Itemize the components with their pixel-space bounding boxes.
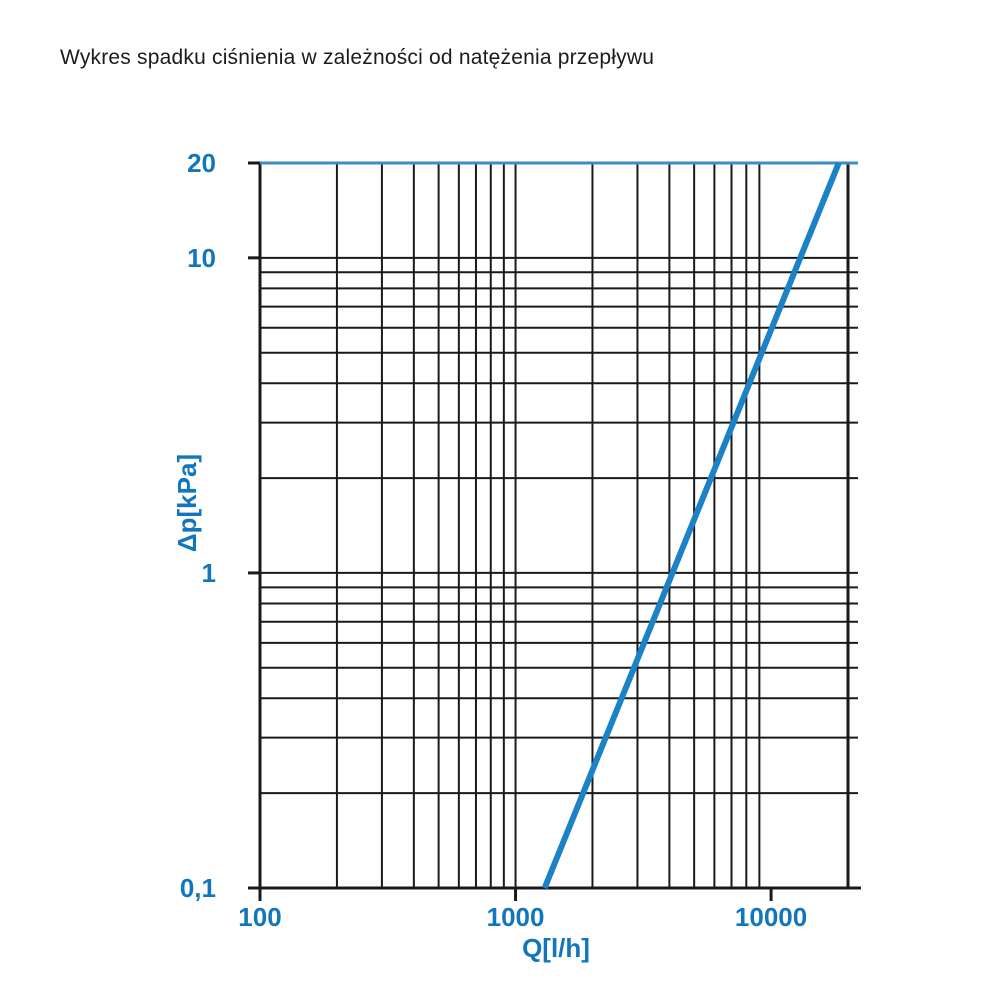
- x-tick-label: 100: [238, 902, 281, 932]
- y-tick-label: 1: [202, 558, 216, 588]
- y-tick-label: 20: [187, 148, 216, 178]
- y-tick-label: 10: [187, 243, 216, 273]
- chart-title: Wykres spadku ciśnienia w zależności od …: [60, 46, 655, 69]
- y-tick-label: 0,1: [180, 873, 216, 903]
- y-axis-title: Δp[kPa]: [172, 454, 202, 552]
- series-line: [541, 161, 842, 890]
- x-axis-title: Q[l/h]: [522, 933, 590, 963]
- x-tick-label: 10000: [735, 902, 807, 932]
- x-tick-label: 1000: [487, 902, 545, 932]
